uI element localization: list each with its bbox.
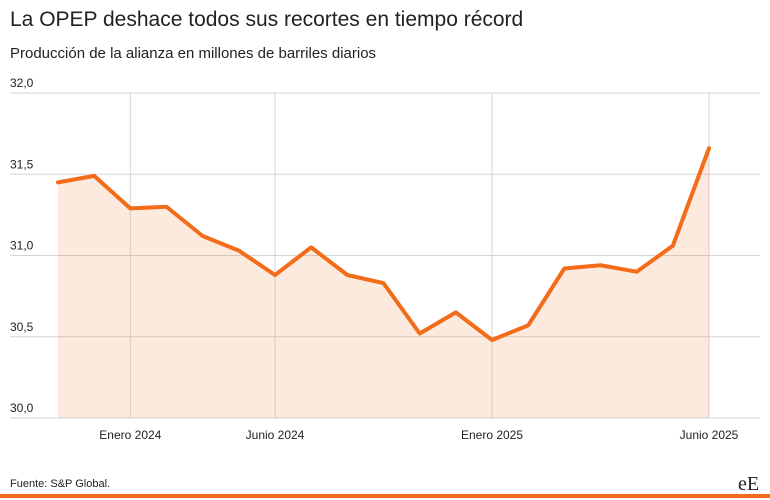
y-tick-label: 32,0 [10,76,34,90]
y-tick-label: 30,0 [10,401,34,415]
bottom-bar [0,494,770,498]
y-tick-label: 31,0 [10,239,34,253]
chart-subtitle: Producción de la alianza en millones de … [10,45,376,62]
line [56,146,711,342]
source: Fuente: S&P Global. [10,478,110,490]
x-tick-label: Enero 2024 [99,428,161,442]
y-tick-label: 31,5 [10,157,34,171]
chart-title: La OPEP deshace todos sus recortes en ti… [10,8,523,31]
x-tick-label: Junio 2025 [680,428,739,442]
logo: eE [738,473,759,495]
x-tick-label: Enero 2025 [461,428,523,442]
x-tick-label: Junio 2024 [246,428,305,442]
y-tick-label: 30,5 [10,320,34,334]
